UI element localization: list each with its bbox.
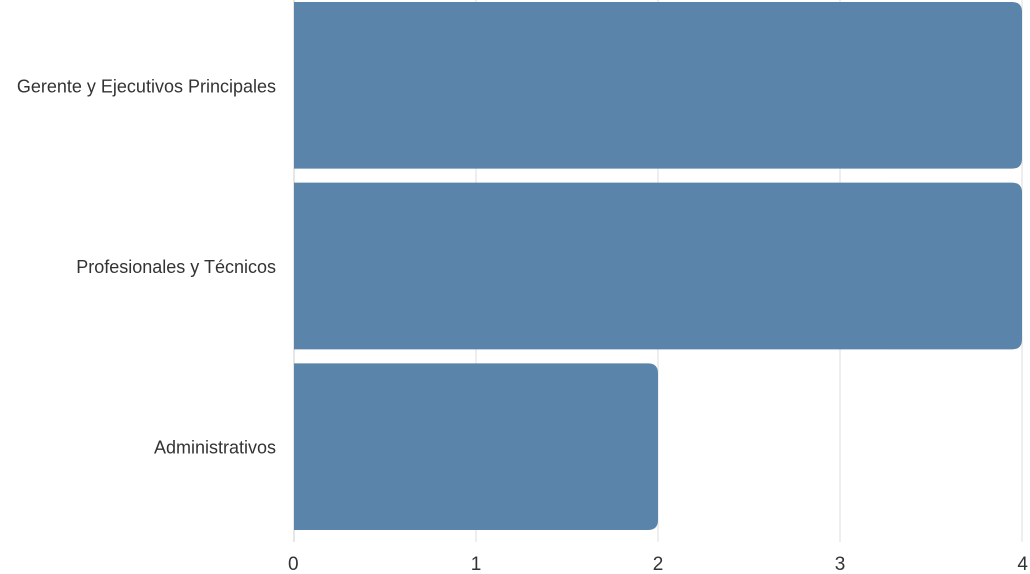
- bar-layer: [294, 2, 1022, 530]
- x-tick-label: 2: [653, 554, 664, 574]
- category-label: Gerente y Ejecutivos Principales: [17, 76, 276, 96]
- bar-3: [294, 363, 658, 530]
- category-label-layer: Gerente y Ejecutivos Principales Profesio…: [17, 76, 276, 457]
- x-tick-label: 0: [288, 554, 299, 574]
- bar-2: [294, 183, 1022, 350]
- x-tick-label: 1: [471, 554, 482, 574]
- category-label: Administrativos: [154, 438, 276, 458]
- x-tick-label: 4: [1017, 554, 1028, 574]
- x-tick-label: 3: [835, 554, 846, 574]
- bar-1: [294, 2, 1022, 169]
- tick-label-layer: 0 1 2 3 4: [288, 554, 1028, 574]
- category-label: Profesionales y Técnicos: [76, 257, 276, 277]
